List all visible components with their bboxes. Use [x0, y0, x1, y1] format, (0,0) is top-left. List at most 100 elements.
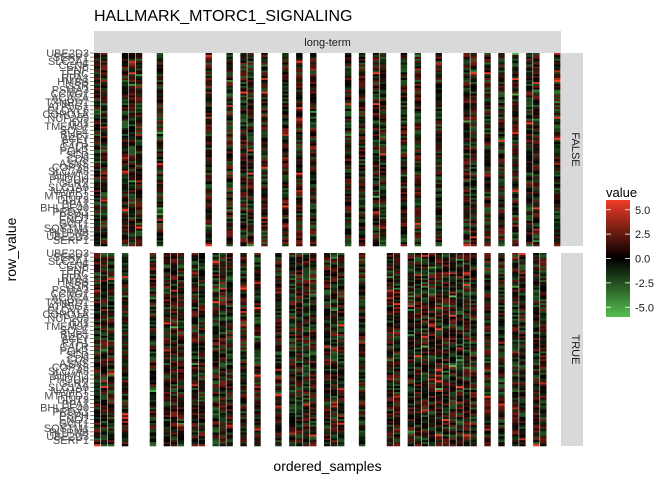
heatmap-cell — [344, 122, 352, 125]
heatmap-cell — [435, 85, 442, 89]
heatmap-cell — [282, 81, 289, 85]
heatmap-cell — [205, 110, 212, 114]
heatmap-cell — [484, 226, 491, 229]
heatmap-cell — [400, 70, 408, 73]
heatmap-cell — [372, 191, 380, 195]
heatmap-cell — [205, 201, 212, 204]
heatmap-cell — [554, 184, 561, 187]
heatmap-cell — [512, 85, 519, 89]
heatmap-cell — [282, 195, 289, 199]
panel-true-sample-column — [303, 253, 310, 447]
heatmap-cell — [100, 184, 108, 187]
heatmap-cell — [275, 262, 282, 265]
heatmap-cell — [512, 211, 519, 214]
heatmap-cell — [94, 328, 101, 331]
heatmap-cell — [240, 155, 247, 158]
heatmap-cell — [191, 413, 198, 416]
heatmap-cell — [296, 64, 303, 67]
heatmap-cell — [414, 172, 422, 175]
heatmap-cell — [358, 120, 366, 123]
heatmap-cell — [275, 264, 282, 267]
heatmap-cell — [94, 418, 101, 422]
heatmap-cell — [324, 303, 331, 306]
heatmap-cell — [379, 114, 387, 117]
heatmap-cell — [372, 114, 380, 117]
heatmap-cell — [198, 262, 205, 265]
heatmap-cell — [170, 359, 178, 362]
heatmap-cell — [163, 289, 171, 292]
heatmap-cell — [379, 112, 387, 116]
heatmap-cell — [198, 363, 205, 366]
heatmap-cell — [94, 116, 101, 119]
heatmap-cell — [400, 199, 408, 202]
heatmap-cell — [463, 139, 470, 143]
heatmap-cell — [212, 409, 219, 412]
heatmap-cell — [198, 440, 205, 443]
heatmap-cell — [163, 339, 171, 343]
heatmap-cell — [240, 170, 247, 173]
heatmap-cell — [247, 193, 254, 197]
heatmap-cell — [324, 268, 331, 271]
heatmap-cell — [240, 244, 247, 247]
heatmap-cell — [289, 418, 296, 422]
heatmap-cell — [296, 108, 303, 112]
heatmap-cell — [94, 236, 101, 239]
heatmap-cell — [94, 287, 101, 290]
heatmap-cell — [240, 70, 247, 73]
heatmap-cell — [470, 135, 477, 139]
heatmap-cell — [121, 280, 129, 283]
heatmap-cell — [177, 307, 185, 310]
heatmap-cell — [177, 326, 185, 329]
heatmap-cell — [512, 139, 519, 143]
heatmap-cell — [372, 124, 380, 127]
heatmap-cell — [533, 72, 540, 75]
heatmap-cell — [156, 205, 164, 208]
heatmap-cell — [212, 345, 219, 348]
heatmap-cell — [554, 118, 561, 121]
heatmap-cell — [400, 99, 408, 102]
heatmap-cell — [296, 268, 303, 271]
heatmap-cell — [170, 349, 178, 352]
heatmap-cell — [149, 312, 157, 316]
heatmap-cell — [275, 283, 282, 287]
heatmap-cell — [282, 190, 289, 193]
heatmap-cell — [379, 70, 387, 73]
heatmap-cell — [435, 203, 442, 206]
heatmap-cell — [121, 428, 129, 431]
heatmap-cell — [226, 280, 233, 283]
heatmap-cell — [212, 374, 219, 377]
heatmap-cell — [170, 322, 178, 325]
heatmap-cell — [163, 334, 171, 337]
heatmap-cell — [261, 124, 268, 127]
heatmap-cell — [533, 186, 540, 189]
heatmap-cell — [247, 157, 254, 160]
heatmap-cell — [94, 403, 101, 406]
heatmap-cell — [470, 143, 477, 146]
heatmap-cell — [470, 145, 477, 148]
heatmap-cell — [303, 391, 310, 395]
heatmap-cell — [414, 182, 422, 185]
heatmap-cell — [107, 307, 115, 310]
heatmap-cell — [121, 307, 129, 310]
heatmap-cell — [163, 347, 171, 350]
heatmap-cell — [379, 107, 387, 110]
heatmap-cell — [219, 343, 226, 346]
heatmap-cell — [303, 349, 310, 352]
heatmap-cell — [379, 188, 387, 191]
heatmap-cell — [212, 393, 219, 397]
heatmap-cell — [226, 303, 233, 306]
heatmap-cell — [289, 364, 296, 368]
heatmap-cell — [94, 428, 101, 431]
heatmap-cell — [198, 283, 205, 287]
heatmap-cell — [135, 193, 143, 197]
heatmap-cell — [512, 190, 519, 193]
heatmap-cell — [191, 366, 198, 370]
heatmap-cell — [94, 215, 101, 218]
heatmap-cell — [289, 266, 296, 269]
heatmap-cell — [310, 137, 317, 141]
heatmap-cell — [226, 228, 233, 231]
heatmap-cell — [219, 303, 226, 306]
heatmap-cell — [498, 238, 505, 241]
heatmap-cell — [191, 430, 198, 433]
heatmap-cell — [303, 401, 310, 404]
